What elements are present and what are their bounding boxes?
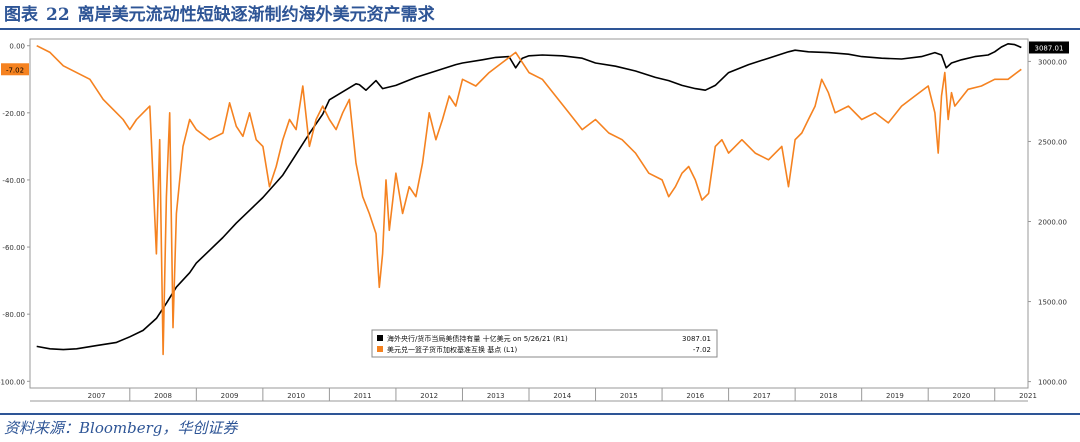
title-rule: [0, 28, 1080, 30]
x-axis-tick-label: 2021: [1019, 392, 1037, 400]
right-axis-tick-label: 3000.00: [1038, 58, 1067, 66]
x-axis-tick-label: 2019: [886, 392, 904, 400]
chart-area: 0.00 -20.00 -40.00 -60.00 -80.00 -100.00 3000.…: [0, 38, 1069, 402]
black-last-value-tag: [1029, 41, 1069, 54]
right-axis-tick-label: 1500.00: [1038, 299, 1067, 307]
legend-label-orange: 美元兑一篮子货币加权基准互换 基点 (L1): [387, 345, 518, 354]
x-axis-tick-label: 2013: [487, 392, 505, 400]
legend-value-black: 3087.01: [682, 335, 711, 343]
x-axis-tick-label: 2014: [553, 392, 571, 400]
figure-title: 图表 22 离岸美元流动性短缺逐渐制约海外美元资产需求: [4, 2, 435, 28]
x-axis-tick-label: 2007: [88, 392, 106, 400]
right-axis-tick-label: 1000.00: [1038, 379, 1067, 387]
right-axis-tick-label: 2000.00: [1038, 219, 1067, 227]
legend-swatch-orange: [377, 346, 383, 352]
figure-label: 图表: [4, 5, 38, 25]
figure-title-text: 离岸美元流动性短缺逐渐制约海外美元资产需求: [77, 5, 435, 25]
x-axis-tick-label: 2020: [953, 392, 971, 400]
x-axis-tick-label: 2018: [819, 392, 837, 400]
x-axis-tick-label: 2008: [154, 392, 172, 400]
x-axis-tick-label: 2017: [753, 392, 771, 400]
left-axis-tick-label: -40.00: [2, 177, 25, 185]
orange-last-value-tag: [1, 63, 29, 76]
left-axis-tick-label: -100.00: [0, 378, 25, 386]
left-axis-tick-label: -80.00: [2, 311, 25, 319]
left-axis-tick-label: -60.00: [2, 244, 25, 252]
left-axis-tick-label: -20.00: [2, 110, 25, 118]
x-axis-tick-label: 2012: [420, 392, 438, 400]
x-axis-tick-label: 2016: [686, 392, 704, 400]
source-note: 资料来源：Bloomberg，华创证券: [4, 419, 238, 437]
right-axis-tick-label: 2500.00: [1038, 138, 1067, 146]
left-axis-tick-label: 0.00: [9, 43, 25, 51]
orange-last-value-label: -7.02: [6, 66, 24, 74]
x-axis-tick-label: 2010: [287, 392, 305, 400]
black-last-value-label: 3087.01: [1035, 44, 1064, 52]
legend-value-orange: -7.02: [693, 346, 711, 354]
legend-swatch-black: [377, 335, 383, 341]
x-axis-tick-label: 2015: [620, 392, 638, 400]
x-axis-tick-label: 2011: [354, 392, 372, 400]
legend-label-black: 海外央行/货币当局美债持有量 十亿美元 on 5/26/21 (R1): [387, 334, 568, 343]
x-axis-tick-label: 2009: [221, 392, 239, 400]
series-line-black: [36, 43, 1022, 351]
series-line-orange: [36, 44, 1022, 356]
source-rule: [0, 413, 1080, 415]
figure-number: 22: [46, 5, 70, 25]
legend-box: [371, 329, 718, 358]
